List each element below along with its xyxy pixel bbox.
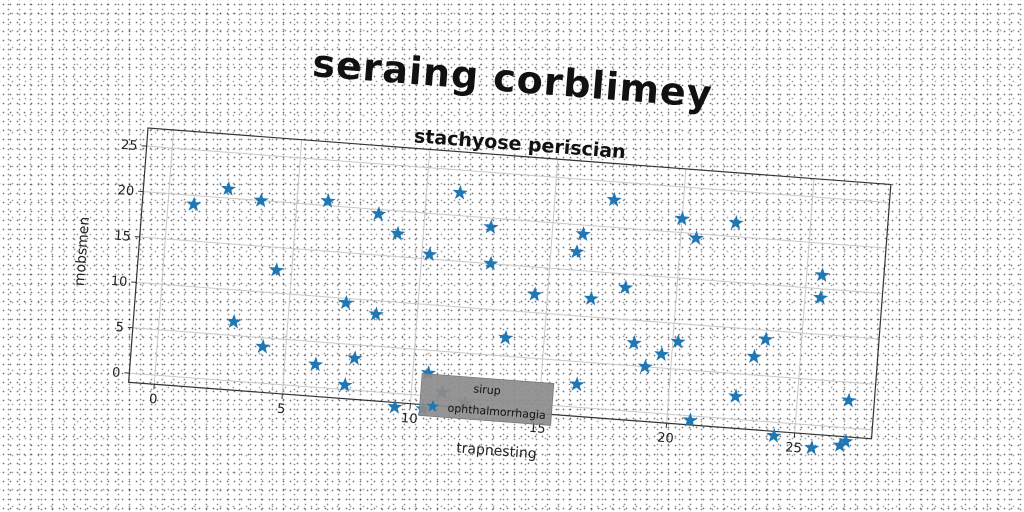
data-point — [254, 338, 271, 354]
data-point — [451, 184, 469, 200]
y-grid-line — [132, 327, 876, 385]
x-tick-label: 20 — [657, 431, 675, 447]
data-point — [497, 329, 514, 345]
y-tick-label: 5 — [115, 320, 124, 336]
x-axis-label: trapnesting — [456, 440, 538, 462]
data-point — [625, 334, 643, 351]
data-point — [337, 294, 355, 310]
x-grid-line — [538, 159, 559, 414]
data-point — [653, 345, 670, 362]
y-tick-label: 10 — [110, 274, 128, 290]
legend-title: sirup — [473, 382, 501, 397]
data-point — [346, 349, 363, 366]
x-grid-line — [153, 129, 175, 385]
data-point — [605, 191, 623, 208]
grid-lines — [129, 129, 890, 433]
legend-box — [418, 373, 555, 426]
data-point — [307, 355, 324, 372]
y-tick-label: 20 — [117, 183, 135, 199]
data-point — [568, 243, 585, 259]
data-point — [367, 305, 385, 322]
data-point — [840, 391, 857, 408]
y-grid-line — [143, 191, 887, 249]
data-point — [582, 290, 600, 306]
data-point — [370, 205, 387, 222]
x-grid-line — [666, 168, 687, 424]
y-grid-line — [139, 236, 883, 294]
x-grid-line — [281, 139, 303, 394]
data-point — [746, 348, 763, 364]
data-point — [727, 387, 744, 404]
data-point — [803, 439, 820, 455]
data-point — [526, 285, 543, 302]
data-point — [574, 225, 592, 242]
x-grid-line — [794, 178, 815, 433]
x-grid-line — [409, 149, 431, 404]
data-point — [814, 266, 831, 283]
data-point — [568, 375, 585, 392]
data-point — [757, 330, 774, 347]
data-point — [617, 279, 634, 295]
data-point — [688, 229, 705, 246]
y-grid-line — [146, 145, 890, 204]
legend: sirup ophthalmorrhagia — [418, 373, 555, 426]
x-tick-label: 5 — [276, 402, 285, 418]
data-point — [482, 218, 500, 235]
x-tick-label: 10 — [400, 411, 418, 427]
data-point — [389, 225, 406, 241]
x-tick-label: 25 — [785, 440, 803, 456]
data-point — [185, 195, 202, 212]
data-point — [268, 261, 285, 278]
data-point — [225, 313, 242, 329]
data-point — [386, 398, 403, 415]
y-grid-line — [136, 281, 880, 340]
y-tick-label: 15 — [114, 229, 132, 245]
y-axis-label: mobsmen — [72, 216, 93, 287]
chart-title: stachyose periscian — [413, 125, 626, 163]
data-point — [220, 180, 237, 196]
x-tick-label: 0 — [148, 392, 157, 408]
y-tick-label: 25 — [121, 138, 139, 154]
data-point — [727, 214, 745, 231]
y-tick-label: 0 — [111, 365, 120, 381]
data-point — [812, 289, 829, 305]
data-point — [765, 427, 783, 443]
